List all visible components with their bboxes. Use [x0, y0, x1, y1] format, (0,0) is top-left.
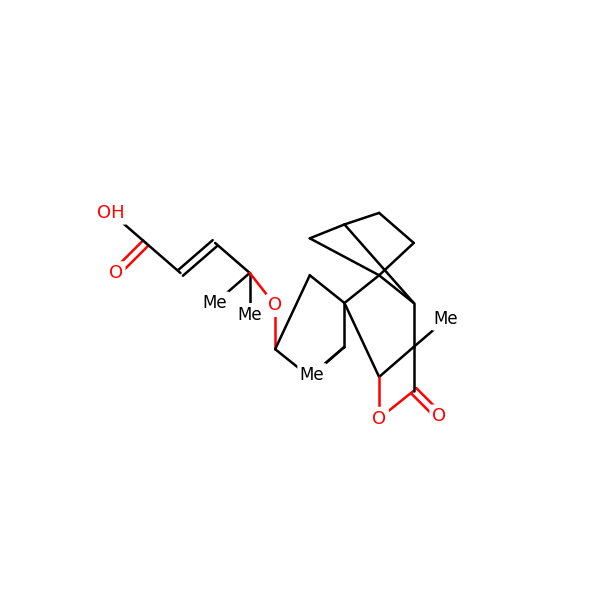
- Text: Me: Me: [300, 365, 325, 383]
- Text: O: O: [109, 264, 123, 282]
- Text: O: O: [372, 409, 386, 427]
- Text: OH: OH: [97, 204, 125, 222]
- Text: O: O: [432, 407, 446, 425]
- Text: Me: Me: [238, 305, 262, 323]
- Text: O: O: [268, 296, 282, 314]
- Text: Me: Me: [434, 310, 458, 328]
- Text: Me: Me: [203, 294, 227, 312]
